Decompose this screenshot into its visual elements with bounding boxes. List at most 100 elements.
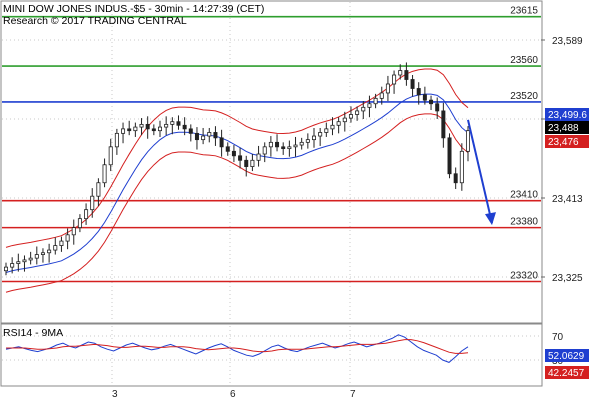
candle-body [385,83,390,94]
candle-body [429,99,434,105]
candle-body [22,259,27,263]
candle-body [244,159,249,167]
outlook-arrow [467,119,496,226]
candle-body [250,159,255,167]
candle-body [139,123,144,128]
y-tick-label: 23,589 [552,36,583,47]
x-tick-label: 3 [112,389,118,400]
price-panel [0,0,543,324]
rsi-panel [0,323,543,387]
candle-body [127,128,132,132]
rsi-line [5,334,469,363]
candle-body [121,128,126,134]
candle-body [262,146,267,155]
candle-body [416,88,421,96]
candle-body [422,94,427,101]
candle-body [348,114,353,119]
candle-body [114,132,119,148]
candle-body [219,137,224,148]
candle-body [164,123,169,128]
candle-body [459,150,464,184]
candle-body [225,146,230,152]
arrow-shaft [467,119,493,224]
candle-body [299,141,304,146]
arrow-head [485,212,496,226]
moving-average [5,93,469,273]
candle-body [336,121,341,126]
candle-body [133,126,138,132]
candle-body [102,164,107,184]
candle-body [84,209,89,220]
candle-body [71,227,76,236]
candle-body [447,137,452,175]
candle-body [281,146,286,150]
candle-body [355,110,360,115]
upper-band [5,68,469,248]
candle-body [465,130,470,152]
candle-body [231,150,236,157]
price-badge-label: 23,499.6 [548,110,587,121]
candle-body [379,92,384,99]
level-label: 23615 [510,6,538,17]
candle-body [213,132,218,139]
level-label: 23380 [510,217,538,228]
price-badge [545,121,589,134]
candle-body [157,126,162,132]
level-label: 23520 [510,91,538,102]
rsi-lines [5,334,469,363]
candle-body [16,261,21,264]
price-badges: 23,499.6 23,488 23,476 52.0629 42.2457 [545,108,589,379]
candles [4,62,470,276]
candle-body [77,218,82,229]
bollinger-bands [5,68,469,293]
candle-body [453,173,458,184]
y-tick-label: 23,413 [552,194,583,205]
x-tick-label: 7 [350,389,356,400]
candle-body [275,141,280,148]
candle-body [4,266,9,272]
rsi-badge-label: 42.2457 [548,368,585,379]
rsi-badge-label: 52.0629 [548,351,585,362]
candle-body [182,124,187,130]
level-label: 23410 [510,190,538,201]
candle-body [305,139,310,143]
candle-body [201,135,206,141]
x-axis: 3 6 7 [112,389,356,400]
candle-body [59,240,64,246]
candle-body [404,70,409,80]
candle-body [188,128,193,134]
horizontal-levels: 23615 23560 23520 23410 23380 23320 [2,6,541,283]
price-badge-label: 23,476 [548,137,579,148]
candle-body [194,132,199,141]
rsi-tick-label: 70 [552,332,564,343]
candle-body [40,252,45,255]
candle-body [324,128,329,133]
candle-body [145,123,150,130]
candle-body [410,79,415,89]
price-badge-label: 23,488 [548,123,579,134]
candle-body [10,263,15,268]
candle-body [268,141,273,148]
candle-body [34,254,39,259]
rsi-title: RSI14 - 9MA [3,327,63,339]
candle-body [65,234,70,242]
rsi-badge [545,349,589,362]
y-tick-label: 23,325 [552,273,583,284]
price-badge [545,108,589,121]
candle-body [28,257,33,261]
candle-body [53,245,58,251]
level-label: 23320 [510,270,538,281]
lower-band [5,113,469,293]
candle-body [311,135,316,141]
candle-body [318,132,323,137]
candle-body [176,121,181,126]
candle-body [392,74,397,85]
candle-body [170,121,175,125]
candle-body [256,153,261,161]
chart-title: MINI DOW JONES INDUS.-$5 - 30min - 14:27… [3,3,264,15]
candle-body [90,195,95,211]
candle-body [238,155,243,161]
rsi-badge [545,366,589,379]
